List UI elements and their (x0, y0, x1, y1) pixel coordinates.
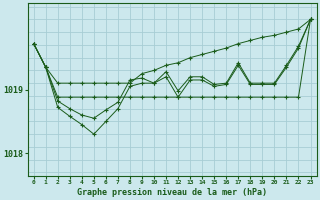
X-axis label: Graphe pression niveau de la mer (hPa): Graphe pression niveau de la mer (hPa) (77, 188, 267, 197)
